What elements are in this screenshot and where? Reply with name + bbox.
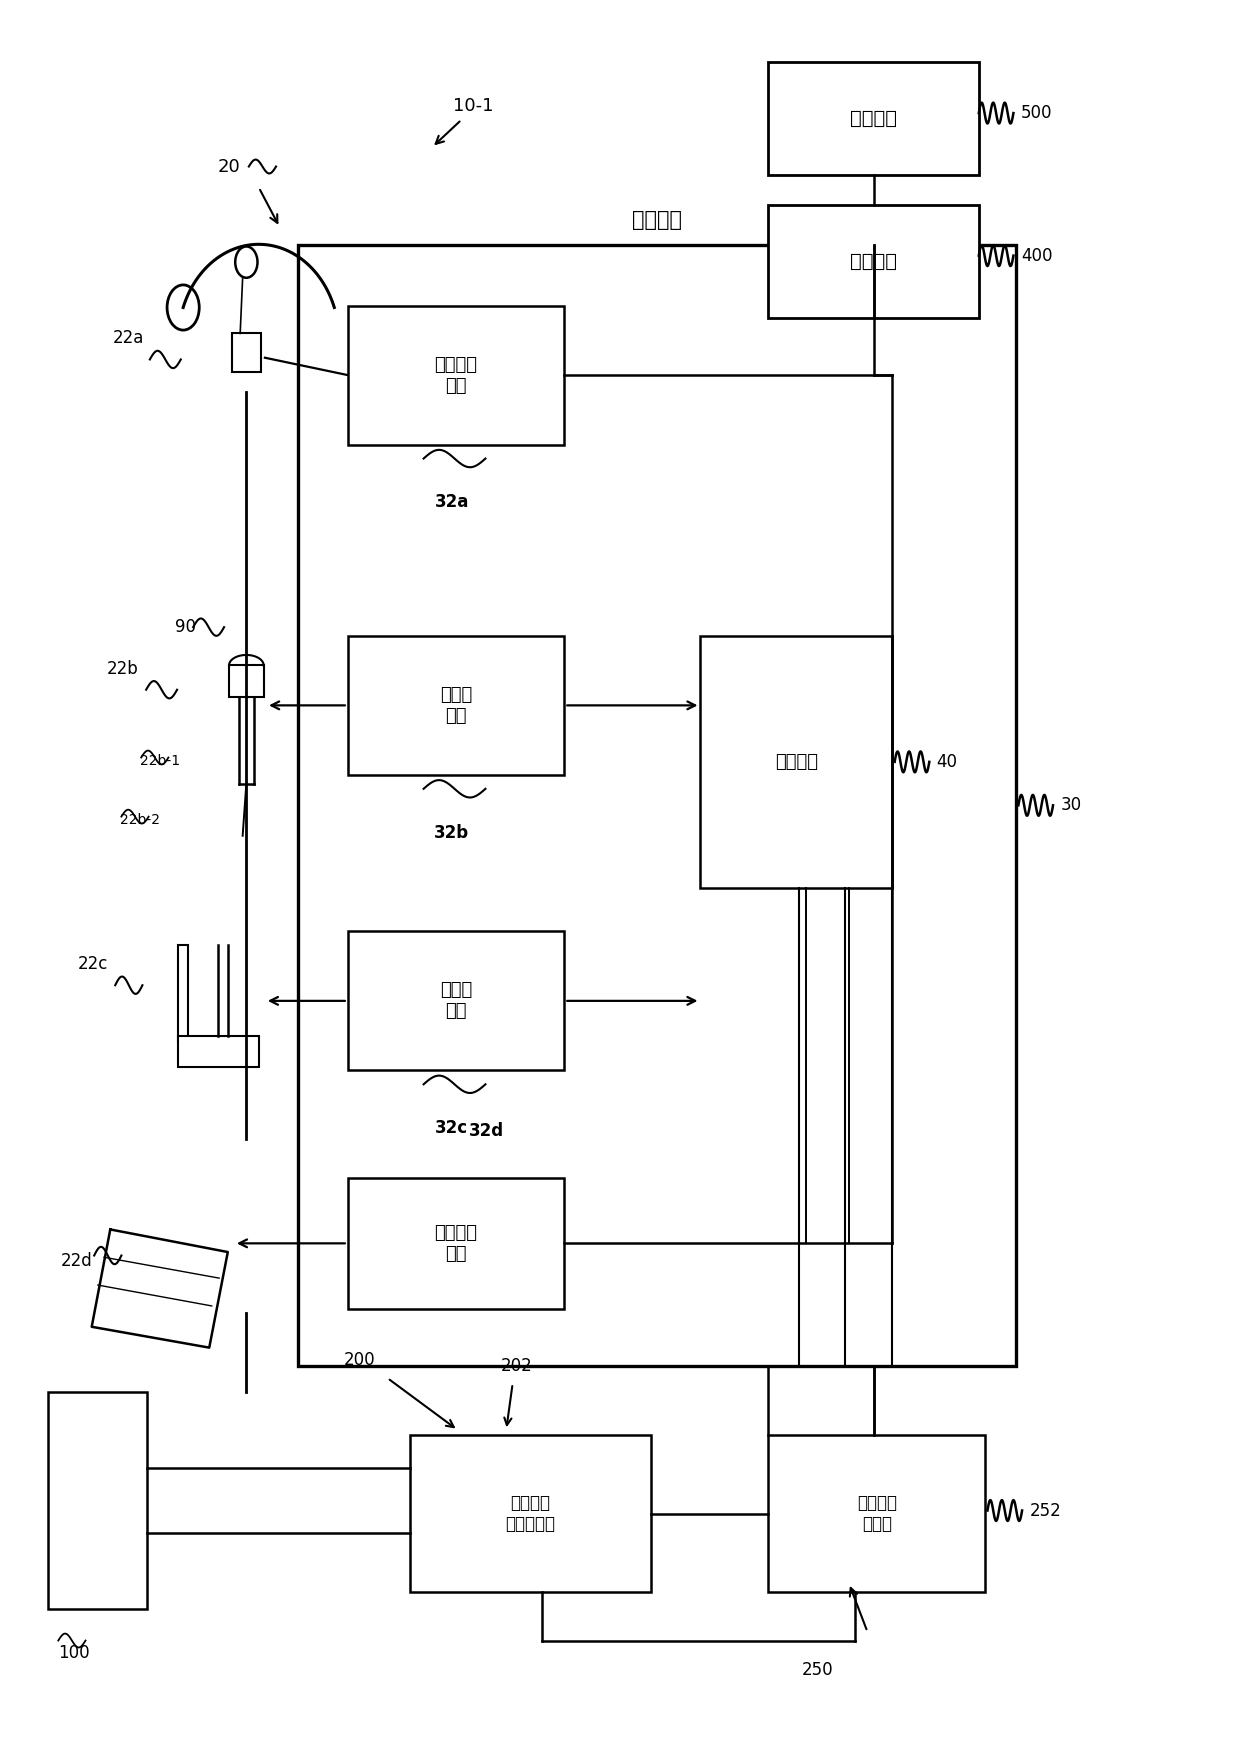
FancyBboxPatch shape xyxy=(701,635,893,888)
Text: 运算装置: 运算装置 xyxy=(851,252,897,272)
FancyBboxPatch shape xyxy=(299,245,1016,1367)
Text: 22b-2: 22b-2 xyxy=(120,813,160,827)
Text: 框驱动用
马达: 框驱动用 马达 xyxy=(434,1224,477,1262)
Text: 梭子驱动
用马达: 梭子驱动 用马达 xyxy=(857,1494,897,1534)
Text: 22c: 22c xyxy=(78,956,108,973)
Text: 针杆用
马达: 针杆用 马达 xyxy=(440,686,472,724)
Text: 32b: 32b xyxy=(434,823,469,841)
Text: 202: 202 xyxy=(500,1356,532,1375)
Text: 40: 40 xyxy=(936,752,957,771)
FancyBboxPatch shape xyxy=(347,306,564,444)
Text: 挑线杆用
马达: 挑线杆用 马达 xyxy=(434,355,477,395)
FancyBboxPatch shape xyxy=(179,1036,259,1067)
Text: 22d: 22d xyxy=(61,1252,93,1269)
Text: 252: 252 xyxy=(1029,1501,1061,1520)
FancyBboxPatch shape xyxy=(409,1435,651,1591)
Text: 100: 100 xyxy=(58,1644,91,1663)
FancyBboxPatch shape xyxy=(347,931,564,1071)
FancyBboxPatch shape xyxy=(347,1179,564,1309)
FancyBboxPatch shape xyxy=(769,63,978,176)
Text: 压脚用
马达: 压脚用 马达 xyxy=(440,982,472,1020)
Text: 20: 20 xyxy=(218,157,241,176)
Text: 90: 90 xyxy=(175,618,196,635)
FancyBboxPatch shape xyxy=(179,945,188,1041)
Text: 控制电路: 控制电路 xyxy=(775,752,818,771)
FancyBboxPatch shape xyxy=(232,333,262,371)
FancyBboxPatch shape xyxy=(769,1435,985,1591)
FancyBboxPatch shape xyxy=(347,635,564,775)
FancyBboxPatch shape xyxy=(769,205,978,319)
Text: 控制装置: 控制装置 xyxy=(632,211,682,230)
Text: 250: 250 xyxy=(802,1661,833,1680)
Text: 存储装置: 存储装置 xyxy=(851,110,897,129)
Text: 32d: 32d xyxy=(469,1121,503,1140)
Text: 22a: 22a xyxy=(113,329,144,346)
FancyBboxPatch shape xyxy=(229,665,264,696)
Text: 500: 500 xyxy=(1021,104,1053,122)
Text: 32c: 32c xyxy=(435,1119,469,1137)
FancyBboxPatch shape xyxy=(48,1393,148,1609)
Text: 底线张力
控制用马达: 底线张力 控制用马达 xyxy=(506,1494,556,1534)
Text: 32a: 32a xyxy=(434,493,469,512)
Text: 200: 200 xyxy=(343,1351,374,1370)
Text: 30: 30 xyxy=(1060,796,1081,815)
Text: 22b: 22b xyxy=(107,660,139,677)
Text: 10-1: 10-1 xyxy=(453,97,494,115)
Text: 400: 400 xyxy=(1021,247,1053,265)
Text: 22b-1: 22b-1 xyxy=(140,754,180,768)
